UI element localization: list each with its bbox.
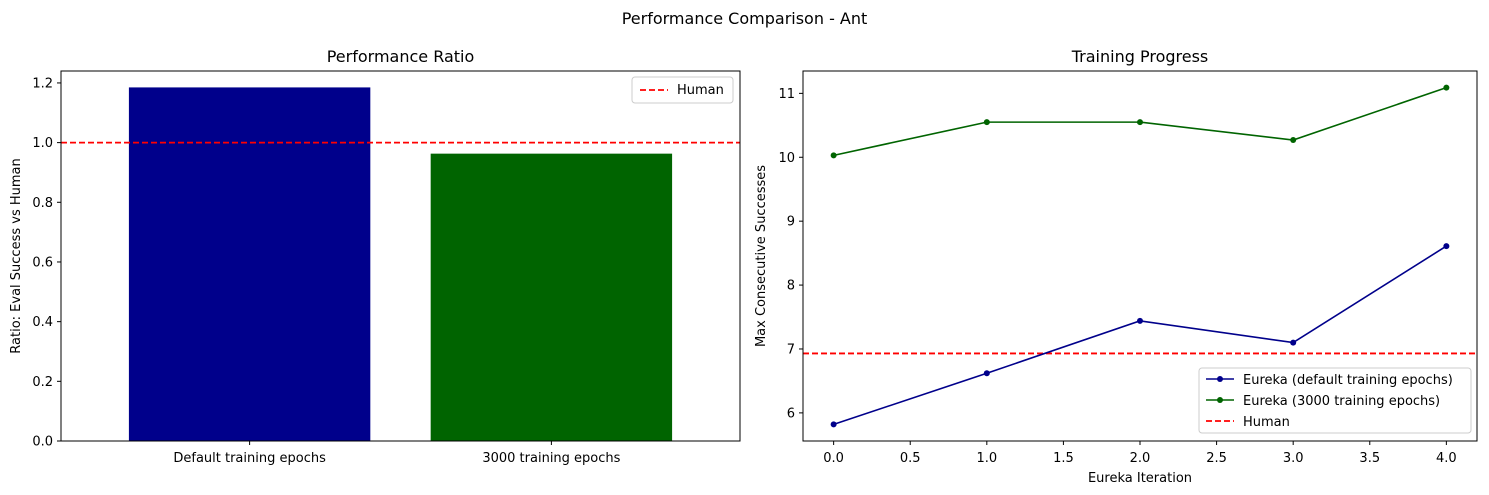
- x-axis-ticks: 0.0 0.5 1.0 1.5 2.0 2.5 3.0 3.5 4.0: [823, 441, 1457, 466]
- data-point: [1137, 119, 1143, 126]
- x-tick-label: 3.0: [1283, 451, 1304, 466]
- x-axis-label: Eureka Iteration: [1088, 471, 1192, 486]
- y-tick-label: 7: [787, 342, 795, 357]
- data-point: [983, 370, 990, 377]
- y-tick-label: 0.8: [32, 196, 53, 211]
- legend-default-marker: [1217, 376, 1223, 382]
- y-axis-label: Max Consecutive Successes: [754, 165, 769, 347]
- legend-human-label: Human: [677, 83, 724, 98]
- data-point: [830, 152, 837, 159]
- legend-3000-label: Eureka (3000 training epochs): [1243, 394, 1440, 409]
- y-tick-label: 1.0: [32, 136, 53, 151]
- performance-ratio-chart: 0.0 0.2 0.4 0.6 0.8 1.0 1.2 Default training e…: [9, 47, 741, 466]
- legend-3000-marker: [1217, 397, 1223, 403]
- x-tick-label: 0.5: [900, 451, 921, 466]
- y-tick-label: 0.0: [32, 435, 53, 450]
- chart-title: Training Progress: [1071, 47, 1209, 66]
- x-tick-label: 1.5: [1053, 451, 1074, 466]
- y-tick-label: 6: [787, 406, 795, 421]
- x-tick-label: 2.0: [1130, 451, 1151, 466]
- data-point: [1137, 317, 1143, 324]
- x-tick-label: Default training epochs: [173, 451, 326, 466]
- legend-box: [631, 76, 734, 104]
- y-tick-label: 10: [778, 151, 795, 166]
- data-point: [1443, 243, 1450, 250]
- data-point: [1290, 339, 1297, 346]
- legend-human-label: Human: [1243, 415, 1290, 430]
- legend-default-label: Eureka (default training epochs): [1243, 373, 1453, 388]
- y-tick-label: 0.2: [32, 375, 53, 390]
- y-axis-ticks: 6 7 8 9 10 11: [778, 87, 803, 421]
- legend-box: [1198, 367, 1472, 434]
- y-axis-label: Ratio: Eval Success vs Human: [9, 158, 24, 353]
- series-lines: [830, 84, 1450, 428]
- x-tick-label: 1.0: [976, 451, 997, 466]
- x-tick-label: 3000 training epochs: [482, 451, 620, 466]
- y-tick-label: 0.4: [32, 315, 53, 330]
- figure-suptitle: Performance Comparison - Ant: [622, 9, 868, 28]
- y-tick-label: 9: [787, 215, 795, 230]
- chart-title: Performance Ratio: [327, 47, 475, 66]
- x-tick-label: 0.0: [823, 451, 844, 466]
- x-tick-label: 3.5: [1359, 451, 1380, 466]
- y-tick-label: 11: [778, 87, 795, 102]
- y-tick-label: 0.6: [32, 255, 53, 270]
- legend: Eureka (default training epochs) Eureka …: [1198, 367, 1472, 434]
- bar: [128, 87, 371, 442]
- legend: Human: [631, 76, 734, 104]
- data-point: [830, 421, 837, 428]
- data-point: [1290, 137, 1297, 144]
- training-progress-chart: 6 7 8 9 10 11 0.0 0.5 1.0 1.5 2.0 2.5 3.0 3.5 4.0 Tra…: [754, 47, 1478, 486]
- y-axis-ticks: 0.0 0.2 0.4 0.6 0.8 1.0 1.2: [32, 76, 61, 450]
- y-tick-label: 1.2: [32, 76, 53, 91]
- bars: [128, 87, 673, 442]
- data-point: [1443, 84, 1450, 91]
- y-tick-label: 8: [787, 279, 795, 294]
- data-point: [983, 119, 990, 126]
- x-tick-label: 4.0: [1436, 451, 1457, 466]
- x-tick-label: 2.5: [1206, 451, 1227, 466]
- x-axis-ticks: Default training epochs 3000 training epo…: [173, 441, 621, 466]
- plot-frame: [60, 70, 741, 442]
- bar: [430, 153, 673, 441]
